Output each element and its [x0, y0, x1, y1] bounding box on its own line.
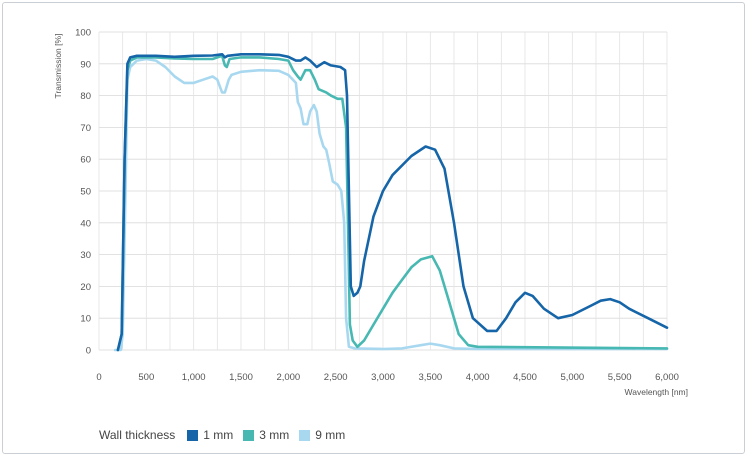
legend: Wall thickness 1 mm 3 mm 9 mm [99, 427, 355, 443]
x-tick-label: 500 [138, 372, 154, 383]
y-tick-label: 90 [80, 59, 91, 70]
x-tick-label: 3,500 [418, 372, 442, 383]
y-tick-label: 70 [80, 123, 91, 134]
x-axis-title: Wavelength [nm] [625, 387, 688, 397]
legend-swatch [187, 429, 199, 441]
legend-label: 1 mm [203, 428, 234, 442]
legend-item: 1 mm [187, 428, 233, 442]
x-axis: 0 500 1,000 1,500 2,000 2,500 3,000 3,500 4,000 4… [96, 372, 679, 383]
series-line-1-mm [116, 53, 669, 352]
x-tick-label: 6,000 [655, 372, 679, 383]
legend-title: Wall thickness [99, 428, 176, 442]
chart-frame: 0 500 1,000 1,500 2,000 2,500 3,000 3,500 4,000 4… [2, 2, 745, 454]
y-tick-label: 60 [80, 155, 91, 166]
y-tick-label: 40 [80, 218, 91, 229]
legend-item: 9 mm [299, 428, 345, 442]
grid [98, 31, 668, 351]
x-tick-label: 2,000 [276, 372, 300, 383]
x-tick-label: 4,000 [466, 372, 490, 383]
y-tick-label: 10 [80, 314, 91, 325]
series-layer [113, 53, 669, 352]
y-tick-label: 50 [80, 187, 91, 198]
x-tick-label: 1,500 [229, 372, 253, 383]
y-tick-label: 80 [80, 91, 91, 102]
legend-label: 3 mm [259, 428, 290, 442]
transmission-chart: 0 500 1,000 1,500 2,000 2,500 3,000 3,500 4,000 4… [53, 28, 688, 398]
x-tick-label: 3,000 [371, 372, 395, 383]
legend-swatch [243, 429, 255, 441]
x-tick-label: 5,000 [560, 372, 584, 383]
x-tick-label: 1,000 [182, 372, 206, 383]
series-line-9-mm [113, 57, 669, 352]
x-tick-label: 0 [96, 372, 101, 383]
x-tick-label: 4,500 [513, 372, 537, 383]
legend-label: 9 mm [315, 428, 346, 442]
legend-item: 3 mm [243, 428, 289, 442]
x-tick-label: 2,500 [324, 372, 348, 383]
y-tick-label: 0 [86, 346, 91, 357]
y-tick-label: 30 [80, 250, 91, 261]
y-axis-title: Transmission [%] [53, 34, 63, 99]
y-axis: 0 10 20 30 40 50 60 70 80 90 100 [75, 28, 91, 357]
y-tick-label: 100 [75, 28, 91, 39]
y-tick-label: 20 [80, 282, 91, 293]
x-tick-label: 5,500 [608, 372, 632, 383]
legend-items: 1 mm 3 mm 9 mm [187, 428, 355, 442]
legend-swatch [299, 429, 311, 441]
series-line-3-mm [116, 54, 669, 352]
